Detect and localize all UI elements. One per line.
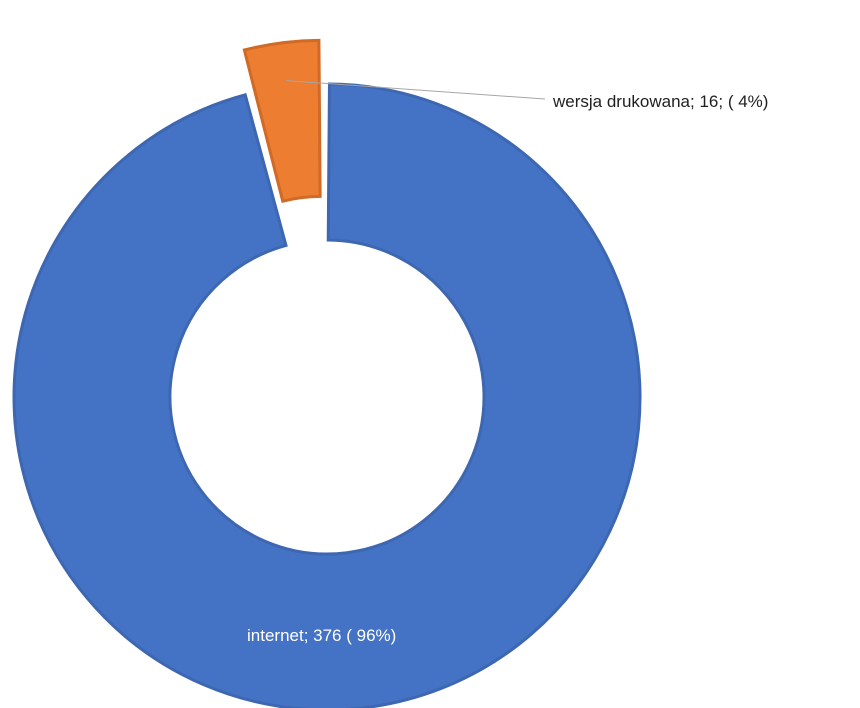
slice-internet <box>12 82 642 708</box>
leader-line-wersja-drukowana <box>286 80 546 100</box>
slice-wersja-drukowana <box>242 38 322 204</box>
data-label-wersja-drukowana: wersja drukowana; 16; ( 4%) <box>552 92 768 111</box>
slices-layer <box>12 38 642 708</box>
leaders-layer <box>286 80 546 100</box>
data-label-internet: internet; 376 ( 96%) <box>247 626 396 645</box>
labels-layer: internet; 376 ( 96%) wersja drukowana; 1… <box>247 92 768 645</box>
